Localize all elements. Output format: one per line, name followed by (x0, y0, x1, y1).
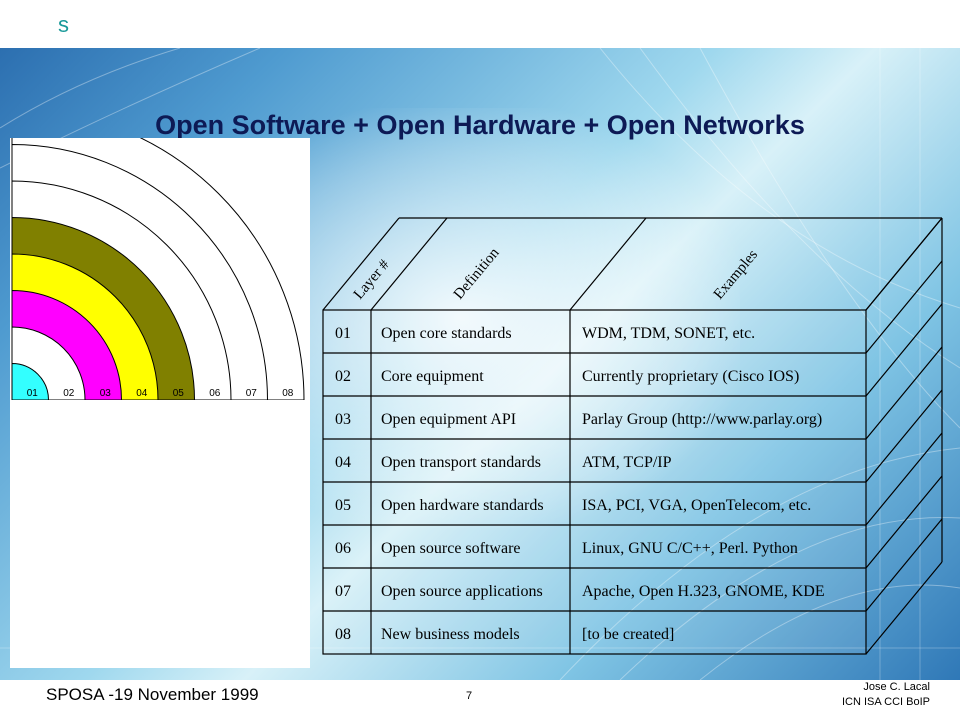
side-row-edge (865, 346, 943, 440)
row-04-definition: Open transport standards (381, 454, 541, 471)
footer-author-block: Jose C. Lacal ICN ISA CCI BoIP (720, 680, 930, 710)
row-03-layer: 03 (335, 411, 351, 428)
header-examples: Examples (711, 247, 761, 303)
row-05-definition: Open hardware standards (381, 497, 544, 514)
ring-label-07: 07 (246, 388, 258, 399)
header-definition: Definition (451, 245, 503, 303)
layer-diagram: 01 02 03 04 05 06 07 08 (10, 138, 310, 668)
table-gridlines (322, 217, 943, 655)
footer-author: Jose C. Lacal (863, 681, 930, 693)
side-row-edge (865, 561, 943, 655)
header-slant-edge (370, 217, 448, 311)
row-07-examples: Apache, Open H.323, GNOME, KDE (582, 583, 825, 600)
side-row-edge (865, 518, 943, 612)
header-layer: Layer # (351, 256, 393, 302)
ring-label-08: 08 (282, 388, 294, 399)
ring-baseline (10, 400, 306, 402)
row-03-examples: Parlay Group (http://www.parlay.org) (582, 411, 822, 428)
row-02-examples: Currently proprietary (Cisco IOS) (582, 368, 799, 385)
ring-label-04: 04 (136, 388, 148, 399)
row-08-definition: New business models (381, 626, 520, 643)
row-04-layer: 04 (335, 454, 351, 471)
header-slant-edge (322, 217, 400, 311)
ring-label-03: 03 (100, 388, 112, 399)
row-04-examples: ATM, TCP/IP (582, 454, 672, 471)
row-06-examples: Linux, GNU C/C++, Perl. Python (582, 540, 798, 557)
row-07-layer: 07 (335, 583, 351, 600)
side-row-edge (865, 475, 943, 569)
page-number: 7 (466, 690, 473, 702)
row-08-examples: [to be created] (582, 626, 674, 643)
row-01-examples: WDM, TDM, SONET, etc. (582, 325, 755, 342)
layer-arc-chart: 01 02 03 04 05 06 07 08 (10, 138, 306, 402)
side-row-edge (865, 389, 943, 483)
side-row-edge (865, 217, 943, 311)
row-06-definition: Open source software (381, 540, 521, 557)
row-01-definition: Open core standards (381, 325, 512, 342)
ring-label-01: 01 (27, 388, 39, 399)
footer-organization: ICN ISA CCI BoIP (841, 696, 930, 708)
row-07-definition: Open source applications (381, 583, 543, 600)
row-01-layer: 01 (335, 325, 351, 342)
row-03-definition: Open equipment API (381, 411, 516, 428)
footer-event-date: SPOSA -19 November 1999 (46, 685, 259, 704)
row-05-layer: 05 (335, 497, 351, 514)
side-row-edge (865, 303, 943, 397)
row-05-examples: ISA, PCI, VGA, OpenTelecom, etc. (582, 497, 811, 514)
ring-label-02: 02 (63, 388, 75, 399)
row-06-layer: 06 (335, 540, 351, 557)
side-row-edge (865, 432, 943, 526)
ring-label-06: 06 (209, 388, 221, 399)
layer-ring-01 (11, 362, 50, 401)
side-row-edge (865, 260, 943, 354)
row-02-definition: Core equipment (381, 368, 484, 385)
row-02-layer: 02 (335, 368, 351, 385)
ring-label-05: 05 (173, 388, 185, 399)
slide-title: Open Software + Open Hardware + Open Net… (155, 110, 805, 140)
company-logo: s (58, 12, 69, 37)
header-slant-edge (569, 217, 647, 311)
row-08-layer: 08 (335, 626, 351, 643)
